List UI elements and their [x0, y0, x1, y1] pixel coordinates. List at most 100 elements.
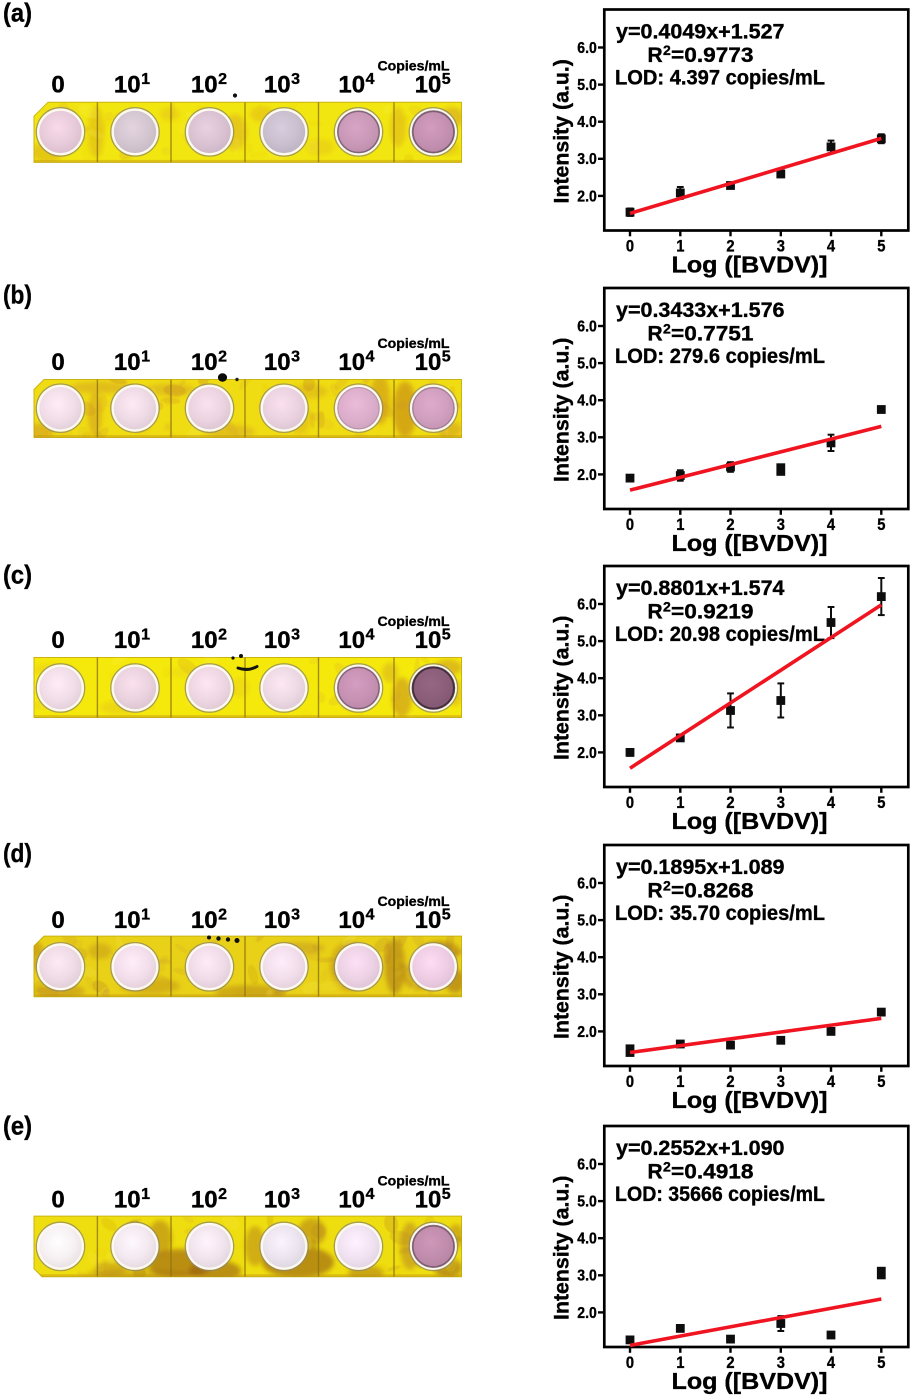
- svg-text:3: 3: [291, 907, 300, 924]
- svg-text:4: 4: [366, 907, 375, 924]
- svg-text:LOD: 35.70 copies/mL: LOD: 35.70 copies/mL: [615, 902, 825, 925]
- svg-text:y=0.1895x+1.089: y=0.1895x+1.089: [616, 856, 785, 879]
- svg-text:4: 4: [366, 349, 375, 366]
- svg-text:3: 3: [777, 238, 785, 256]
- svg-text:2: 2: [726, 516, 734, 534]
- svg-text:0: 0: [51, 627, 64, 654]
- svg-text:=0.9773: =0.9773: [671, 44, 754, 67]
- svg-text:10: 10: [264, 1187, 291, 1214]
- svg-text:=0.4918: =0.4918: [671, 1161, 754, 1184]
- svg-text:3: 3: [291, 1186, 300, 1203]
- svg-text:0: 0: [51, 349, 64, 376]
- svg-text:3.0: 3.0: [577, 1268, 597, 1285]
- svg-text:5.0: 5.0: [577, 77, 597, 94]
- svg-text:Copies/mL: Copies/mL: [378, 893, 450, 909]
- svg-text:2: 2: [726, 1354, 734, 1372]
- svg-text:0: 0: [626, 794, 634, 812]
- svg-text:2: 2: [663, 1158, 671, 1174]
- svg-text:R: R: [648, 1161, 663, 1184]
- svg-text:=0.8268: =0.8268: [671, 880, 754, 903]
- svg-text:10: 10: [415, 1187, 442, 1214]
- svg-text:3.0: 3.0: [577, 987, 597, 1004]
- svg-text:3.0: 3.0: [577, 708, 597, 725]
- svg-text:1: 1: [141, 349, 150, 366]
- svg-text:Copies/mL: Copies/mL: [378, 1172, 450, 1188]
- svg-text:Log ([BVDV)]: Log ([BVDV)]: [672, 530, 828, 556]
- svg-text:5.0: 5.0: [577, 913, 597, 930]
- svg-text:2: 2: [218, 349, 227, 366]
- svg-text:10: 10: [264, 907, 291, 934]
- svg-text:0: 0: [626, 1354, 634, 1372]
- svg-text:5.0: 5.0: [577, 356, 597, 373]
- svg-text:10: 10: [114, 1187, 141, 1214]
- svg-text:5: 5: [877, 238, 885, 256]
- svg-text:3: 3: [777, 794, 785, 812]
- svg-text:4: 4: [827, 516, 836, 534]
- svg-text:R: R: [648, 601, 663, 624]
- svg-text:4: 4: [827, 1073, 836, 1091]
- svg-text:4: 4: [366, 71, 375, 88]
- svg-text:2: 2: [218, 627, 227, 644]
- svg-text:R: R: [648, 880, 663, 903]
- svg-text:LOD: 20.98 copies/mL: LOD: 20.98 copies/mL: [615, 623, 825, 646]
- svg-text:4: 4: [827, 1354, 836, 1372]
- svg-text:4: 4: [366, 1186, 375, 1203]
- svg-text:10: 10: [114, 627, 141, 654]
- svg-text:Log ([BVDV)]: Log ([BVDV)]: [672, 1368, 828, 1394]
- svg-text:(a): (a): [3, 0, 32, 28]
- svg-text:1: 1: [676, 1354, 684, 1372]
- svg-text:LOD: 279.6 copies/mL: LOD: 279.6 copies/mL: [615, 345, 825, 368]
- svg-text:6.0: 6.0: [577, 875, 597, 892]
- svg-text:10: 10: [415, 907, 442, 934]
- svg-text:3: 3: [291, 627, 300, 644]
- svg-text:Log ([BVDV)]: Log ([BVDV)]: [672, 1087, 828, 1113]
- svg-text:2: 2: [663, 42, 671, 58]
- svg-text:y=0.2552x+1.090: y=0.2552x+1.090: [616, 1137, 785, 1160]
- svg-text:4.0: 4.0: [577, 1231, 597, 1248]
- svg-text:Intensity (a.u.): Intensity (a.u.): [549, 895, 573, 1039]
- svg-text:Copies/mL: Copies/mL: [378, 57, 450, 73]
- svg-text:5: 5: [877, 516, 885, 534]
- svg-text:(c): (c): [3, 560, 32, 590]
- svg-text:10: 10: [338, 72, 365, 99]
- svg-text:10: 10: [191, 907, 218, 934]
- svg-text:10: 10: [114, 72, 141, 99]
- svg-text:Copies/mL: Copies/mL: [378, 335, 450, 351]
- svg-text:10: 10: [338, 1187, 365, 1214]
- svg-text:(b): (b): [3, 280, 32, 310]
- svg-text:2: 2: [663, 598, 671, 614]
- svg-text:LOD: 35666 copies/mL: LOD: 35666 copies/mL: [615, 1183, 825, 1206]
- svg-text:LOD: 4.397 copies/mL: LOD: 4.397 copies/mL: [615, 66, 825, 89]
- svg-text:Intensity (a.u.): Intensity (a.u.): [549, 59, 573, 203]
- svg-text:1: 1: [676, 794, 684, 812]
- svg-text:5: 5: [442, 627, 451, 644]
- svg-text:0: 0: [626, 1073, 634, 1091]
- svg-text:1: 1: [676, 516, 684, 534]
- svg-text:6.0: 6.0: [577, 596, 597, 613]
- svg-text:3: 3: [777, 516, 785, 534]
- svg-text:4: 4: [827, 238, 836, 256]
- svg-text:1: 1: [676, 238, 684, 256]
- svg-text:3: 3: [777, 1073, 785, 1091]
- svg-text:10: 10: [191, 627, 218, 654]
- svg-text:(d): (d): [3, 838, 32, 868]
- svg-text:10: 10: [264, 349, 291, 376]
- svg-text:2.0: 2.0: [577, 1305, 597, 1322]
- svg-text:10: 10: [114, 349, 141, 376]
- svg-text:6.0: 6.0: [577, 1156, 597, 1173]
- svg-text:10: 10: [191, 349, 218, 376]
- svg-text:10: 10: [338, 627, 365, 654]
- svg-text:3: 3: [291, 349, 300, 366]
- svg-text:2: 2: [726, 1073, 734, 1091]
- svg-text:0: 0: [626, 516, 634, 534]
- svg-text:Copies/mL: Copies/mL: [378, 613, 450, 629]
- svg-text:2: 2: [218, 907, 227, 924]
- svg-text:y=0.4049x+1.527: y=0.4049x+1.527: [616, 21, 785, 44]
- svg-text:1: 1: [141, 627, 150, 644]
- svg-text:5: 5: [442, 349, 451, 366]
- svg-text:0: 0: [626, 238, 634, 256]
- svg-text:5.0: 5.0: [577, 634, 597, 651]
- svg-text:6.0: 6.0: [577, 318, 597, 335]
- svg-text:10: 10: [191, 1187, 218, 1214]
- svg-text:Intensity (a.u.): Intensity (a.u.): [549, 338, 573, 482]
